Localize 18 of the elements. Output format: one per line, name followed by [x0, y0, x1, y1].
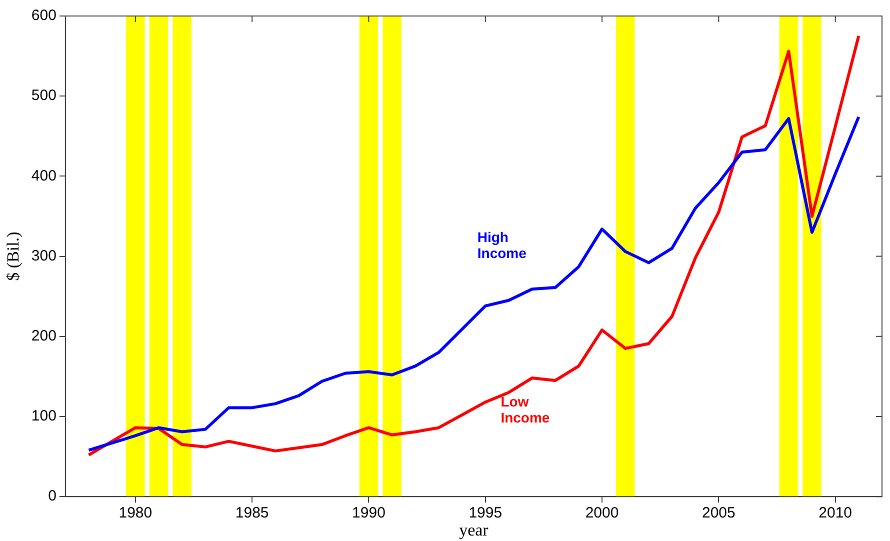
x-tick-label: 1980: [118, 504, 152, 522]
x-tick-label: 2005: [702, 504, 736, 522]
x-axis-title: year: [459, 520, 489, 540]
y-tick-label: 300: [31, 247, 56, 264]
x-tick-label: 2010: [818, 504, 852, 522]
x-tick-label: 2000: [585, 504, 619, 522]
y-tick-label: 500: [31, 87, 56, 104]
y-tick-label: 100: [31, 408, 56, 425]
y-tick-label: 200: [31, 328, 56, 345]
y-axis-title: $ (Bil.): [4, 232, 23, 281]
y-tick-label: 600: [31, 7, 56, 24]
y-tick-label: 400: [31, 167, 56, 184]
x-tick-label: 1985: [235, 504, 269, 522]
y-tick-label: 0: [48, 488, 56, 505]
text: High Income: [477, 228, 527, 261]
x-tick-label: 1995: [468, 504, 502, 522]
x-tick-label: 1990: [352, 504, 386, 522]
series-label: Low Income: [500, 393, 550, 426]
